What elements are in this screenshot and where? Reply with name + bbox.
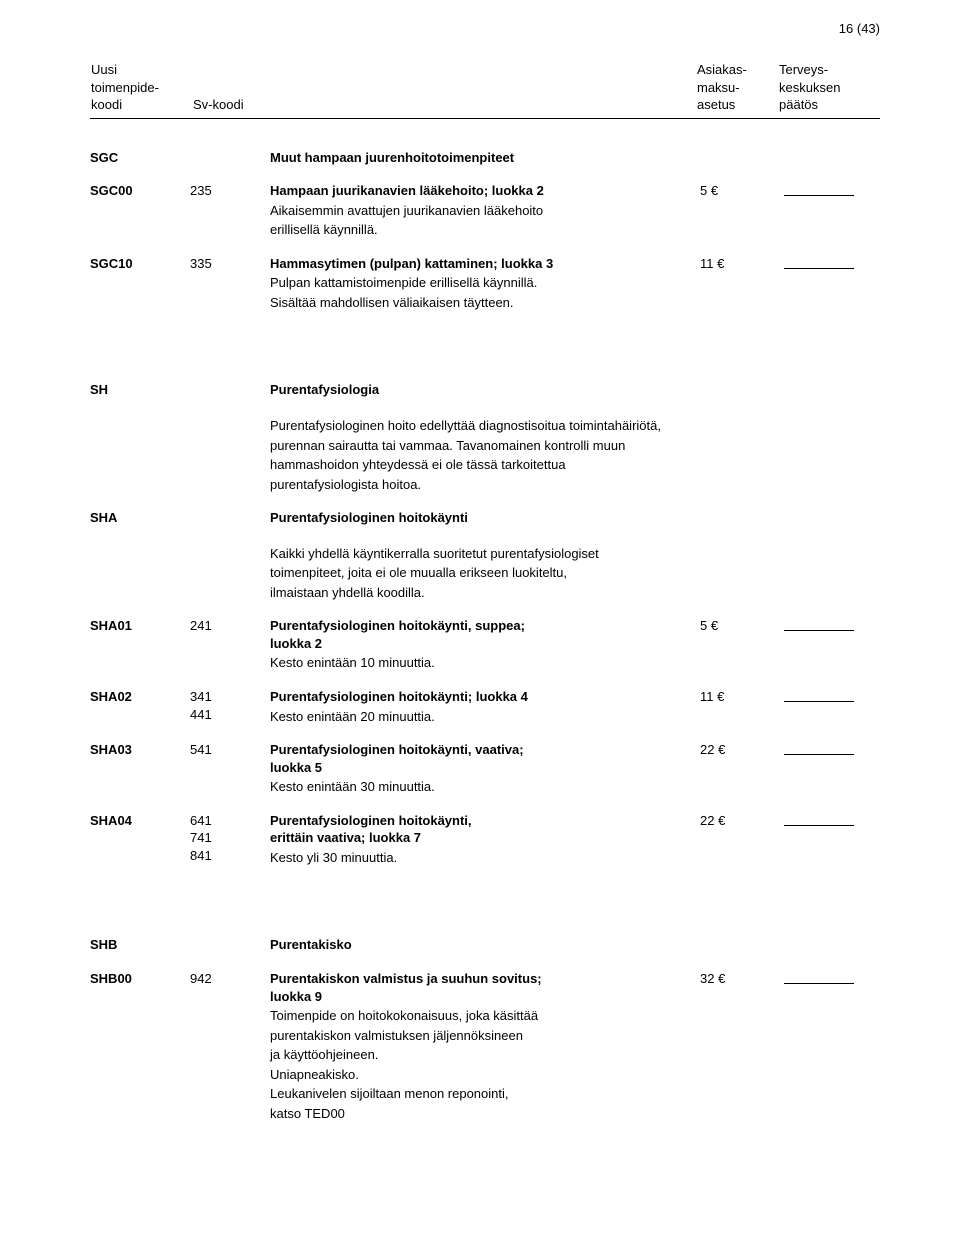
section-row: SHPurentafysiologia <box>90 381 880 399</box>
page-number: 16 (43) <box>839 20 880 38</box>
hdr-col4-l1: Asiakas- <box>697 62 747 77</box>
paragraph-row: Purentafysiologinen hoito edellyttää dia… <box>90 415 880 493</box>
hdr-col4-l2: maksu- <box>697 80 740 95</box>
section-row: SHAPurentafysiologinen hoitokäynti <box>90 509 880 527</box>
hdr-col1-l1: Uusi <box>91 62 117 77</box>
content-rows: SGCMuut hampaan juurenhoitotoimenpiteet S… <box>90 149 880 1139</box>
hdr-col1-l3: koodi <box>91 97 122 112</box>
entry-row: SHA01241Purentafysiologinen hoitokäynti,… <box>90 617 880 672</box>
entry-row: SGC10335Hammasytimen (pulpan) kattaminen… <box>90 255 880 312</box>
hdr-col5-l1: Terveys- <box>779 62 828 77</box>
hdr-col1-l2: toimenpide- <box>91 80 159 95</box>
column-header: Uusi toimenpide- koodi Sv-koodi Asiakas-… <box>90 60 880 119</box>
hdr-col5-l3: päätös <box>779 97 818 112</box>
section-row: SGCMuut hampaan juurenhoitotoimenpiteet <box>90 149 880 167</box>
hdr-col2-l3: Sv-koodi <box>193 97 244 112</box>
hdr-col5-l2: keskuksen <box>779 80 840 95</box>
paragraph-row: Kaikki yhdellä käyntikerralla suoritetut… <box>90 543 880 602</box>
page: 16 (43) Uusi toimenpide- koodi Sv-koodi … <box>0 0 960 1236</box>
entry-row: SHA04641741841Purentafysiologinen hoitok… <box>90 812 880 867</box>
hdr-col4-l3: asetus <box>697 97 735 112</box>
entry-row: SHA02341441Purentafysiologinen hoitokäyn… <box>90 688 880 725</box>
entry-row: SHB00942Purentakiskon valmistus ja suuhu… <box>90 970 880 1122</box>
entry-row: SHA03541Purentafysiologinen hoitokäynti,… <box>90 741 880 796</box>
entry-row: SGC00235Hampaan juurikanavien lääkehoito… <box>90 182 880 239</box>
section-row: SHBPurentakisko <box>90 936 880 954</box>
